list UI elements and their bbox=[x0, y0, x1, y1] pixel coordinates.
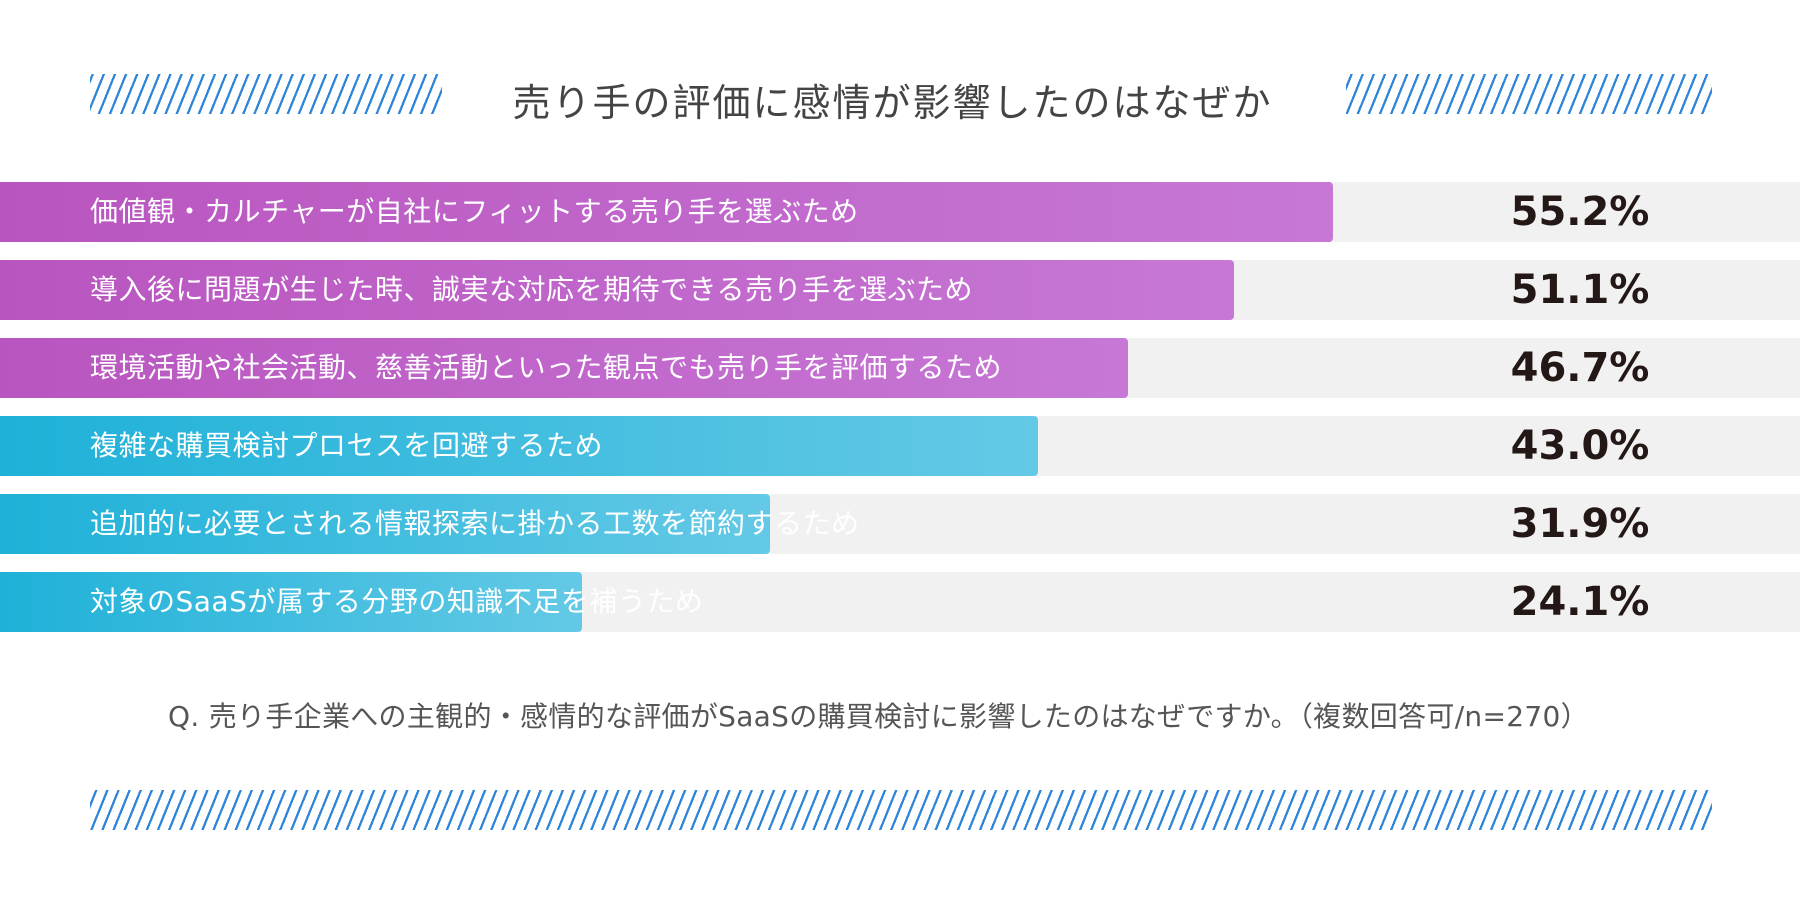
bar-category-label: 複雑な購買検討プロセスを回避するため bbox=[90, 429, 604, 462]
bar bbox=[0, 572, 582, 632]
survey-question-footnote: Q. 売り手企業への主観的・感情的な評価がSaaSの購買検討に影響したのはなぜで… bbox=[168, 700, 1589, 733]
bar-value-label: 51.1% bbox=[1510, 267, 1650, 313]
bar-category-label: 対象のSaaSが属する分野の知識不足を補うため bbox=[90, 585, 704, 618]
bar-value-label: 31.9% bbox=[1510, 501, 1650, 547]
bar-category-label: 価値観・カルチャーが自社にフィットする売り手を選ぶため bbox=[90, 195, 859, 228]
chart-title: 売り手の評価に感情が影響したのはなぜか bbox=[512, 81, 1273, 125]
bar bbox=[0, 416, 1038, 476]
bar-value-label: 46.7% bbox=[1510, 345, 1650, 391]
bar-category-label: 環境活動や社会活動、慈善活動といった観点でも売り手を評価するため bbox=[90, 351, 1003, 384]
bar bbox=[0, 182, 1333, 242]
bar-category-label: 導入後に問題が生じた時、誠実な対応を期待できる売り手を選ぶため bbox=[90, 273, 973, 306]
decorative-hatch-bottom bbox=[90, 790, 1712, 830]
bar-value-label: 43.0% bbox=[1510, 423, 1650, 469]
decorative-hatch-left bbox=[90, 74, 442, 114]
bar-value-label: 24.1% bbox=[1510, 579, 1650, 625]
bar bbox=[0, 260, 1234, 320]
title-row: 売り手の評価に感情が影響したのはなぜか bbox=[0, 58, 1800, 128]
decorative-hatch-right bbox=[1346, 74, 1712, 114]
bar bbox=[0, 338, 1128, 398]
bar-category-label: 追加的に必要とされる情報探索に掛かる工数を節約するため bbox=[90, 507, 860, 540]
bar bbox=[0, 494, 770, 554]
bar-value-label: 55.2% bbox=[1510, 189, 1650, 235]
